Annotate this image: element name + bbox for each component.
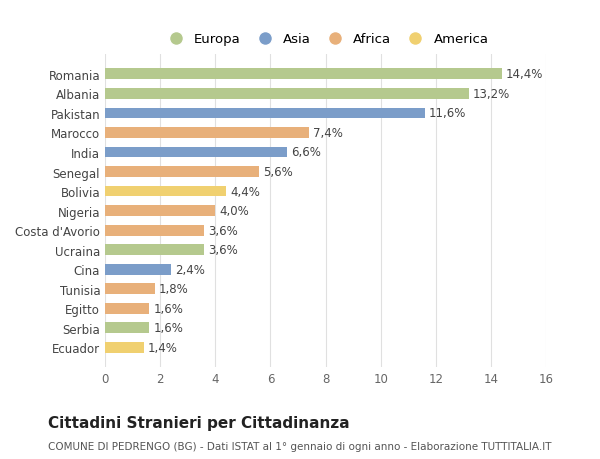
- Text: Cittadini Stranieri per Cittadinanza: Cittadini Stranieri per Cittadinanza: [48, 415, 350, 431]
- Bar: [105, 284, 155, 295]
- Bar: [105, 245, 204, 256]
- Text: 3,6%: 3,6%: [208, 224, 238, 237]
- Bar: [105, 167, 259, 178]
- Text: COMUNE DI PEDRENGO (BG) - Dati ISTAT al 1° gennaio di ogni anno - Elaborazione T: COMUNE DI PEDRENGO (BG) - Dati ISTAT al …: [48, 441, 551, 451]
- Text: 7,4%: 7,4%: [313, 127, 343, 140]
- Bar: [105, 69, 502, 80]
- Bar: [105, 108, 425, 119]
- Text: 13,2%: 13,2%: [473, 88, 510, 101]
- Text: 11,6%: 11,6%: [429, 107, 466, 120]
- Bar: [105, 147, 287, 158]
- Text: 1,6%: 1,6%: [153, 322, 183, 335]
- Text: 4,0%: 4,0%: [220, 205, 249, 218]
- Legend: Europa, Asia, Africa, America: Europa, Asia, Africa, America: [160, 30, 491, 49]
- Text: 14,4%: 14,4%: [506, 68, 544, 81]
- Text: 2,4%: 2,4%: [175, 263, 205, 276]
- Text: 3,6%: 3,6%: [208, 244, 238, 257]
- Text: 4,4%: 4,4%: [230, 185, 260, 198]
- Text: 6,6%: 6,6%: [291, 146, 321, 159]
- Text: 5,6%: 5,6%: [263, 166, 293, 179]
- Bar: [105, 128, 309, 139]
- Bar: [105, 342, 143, 353]
- Text: 1,6%: 1,6%: [153, 302, 183, 315]
- Bar: [105, 186, 226, 197]
- Bar: [105, 225, 204, 236]
- Bar: [105, 264, 171, 275]
- Bar: [105, 206, 215, 217]
- Bar: [105, 89, 469, 100]
- Text: 1,8%: 1,8%: [159, 283, 188, 296]
- Bar: [105, 303, 149, 314]
- Bar: [105, 323, 149, 334]
- Text: 1,4%: 1,4%: [148, 341, 178, 354]
